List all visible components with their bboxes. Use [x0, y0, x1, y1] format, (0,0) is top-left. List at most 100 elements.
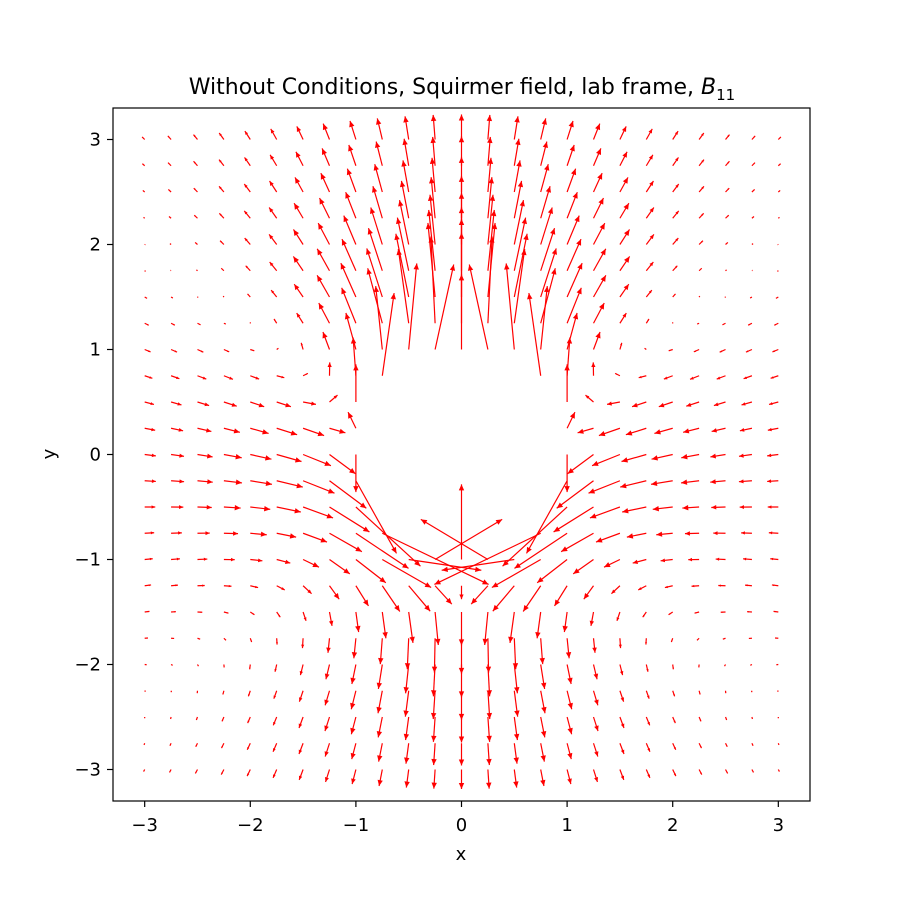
arrow-head: [375, 141, 381, 149]
quiver-arrow: [698, 185, 705, 193]
arrow-head: [541, 118, 547, 125]
quiver-arrow: [403, 716, 410, 741]
quiver-arrow: [167, 189, 172, 193]
arrow-head: [206, 505, 212, 510]
arrow-head: [244, 183, 248, 188]
arrow-head: [431, 666, 438, 673]
arrow-head: [774, 323, 776, 326]
arrow-head: [489, 194, 496, 201]
quiver-arrow: [718, 584, 726, 587]
arrow-head: [346, 168, 352, 176]
arrow-head: [649, 234, 654, 240]
arrow-shaft: [566, 312, 578, 350]
quiver-arrow: [350, 690, 357, 710]
arrow-head: [741, 531, 745, 535]
quiver-arrow: [777, 243, 779, 246]
quiver-arrow: [616, 611, 621, 622]
arrow-head: [598, 431, 606, 437]
arrow-head: [620, 775, 625, 780]
arrow-head: [738, 453, 744, 458]
quiver-arrow: [270, 128, 278, 140]
quiver-arrow: [429, 157, 436, 193]
quiver-arrow: [592, 331, 601, 350]
quiver-arrow: [742, 557, 752, 561]
quiver-arrow: [525, 480, 568, 554]
arrow-head: [398, 200, 404, 207]
arrow-head: [620, 723, 625, 728]
arrow-head: [651, 455, 659, 461]
arrow-head: [324, 776, 329, 782]
arrow-head: [233, 531, 239, 536]
arrow-shaft: [341, 287, 357, 324]
quiver-arrow: [408, 263, 419, 350]
arrow-head: [716, 376, 721, 380]
quiver-arrow: [196, 664, 200, 667]
quiver-arrow: [725, 269, 727, 272]
arrow-head: [632, 559, 639, 564]
y-tick-label: 1: [90, 340, 101, 361]
arrow-head: [577, 428, 584, 434]
arrow-head: [430, 114, 437, 122]
arrow-shaft: [505, 263, 515, 350]
quiver-arrow: [513, 690, 520, 717]
quiver-arrow: [776, 663, 779, 666]
x-axis-label: x: [456, 844, 467, 865]
arrow-head: [278, 614, 281, 618]
arrow-head: [147, 610, 150, 613]
quiver-arrow: [302, 611, 307, 622]
arrow-head: [597, 173, 603, 180]
quiver-arrow: [716, 375, 726, 380]
arrow-head: [488, 177, 494, 184]
quiver-arrow: [194, 769, 199, 774]
arrow-head: [204, 402, 210, 407]
arrow-head: [620, 749, 625, 755]
arrow-head: [149, 557, 153, 561]
quiver-arrow: [564, 454, 570, 493]
arrow-shaft: [340, 262, 357, 298]
quiver-arrow: [619, 256, 631, 272]
arrow-head: [616, 617, 620, 621]
arrow-head: [769, 402, 773, 406]
arrow-head: [207, 479, 213, 485]
quiver-arrow: [638, 375, 647, 379]
arrow-head: [752, 744, 754, 746]
quiver-arrow: [591, 362, 596, 376]
arrow-head: [353, 364, 359, 371]
arrow-head: [673, 694, 675, 697]
arrow-head: [404, 757, 410, 764]
arrow-head: [694, 612, 697, 614]
arrow-head: [632, 402, 638, 408]
arrow-head: [363, 599, 369, 606]
arrow-head: [324, 699, 329, 706]
quiver-arrow: [618, 638, 622, 649]
quiver-arrow: [540, 164, 550, 193]
quiver-arrow: [487, 194, 496, 245]
quiver-arrow: [739, 427, 753, 432]
arrow-head: [622, 151, 628, 158]
arrow-shaft: [553, 506, 594, 533]
arrow-head: [620, 342, 623, 346]
arrow-head: [247, 746, 250, 750]
arrow-head: [553, 526, 561, 532]
quiver-arrow: [403, 664, 410, 694]
quiver-arrow: [751, 769, 755, 773]
quiver-arrow: [672, 265, 678, 272]
arrow-shaft: [540, 227, 556, 271]
quiver-arrow: [381, 292, 396, 376]
arrow-head: [170, 717, 172, 719]
quiver-arrow: [698, 769, 703, 775]
y-tick-label: −1: [74, 550, 101, 571]
arrow-head: [284, 559, 291, 564]
quiver-arrow: [408, 611, 415, 643]
arrow-head: [642, 614, 645, 618]
quiver-arrow: [373, 286, 383, 350]
quiver-arrow: [738, 479, 752, 484]
quiver-arrow: [428, 236, 436, 324]
quiver-arrow: [420, 518, 489, 561]
quiver-arrow: [318, 302, 331, 324]
quiver-arrow: [751, 742, 754, 746]
arrow-head: [696, 639, 699, 641]
chart-title-symbol: B: [701, 75, 716, 100]
arrow-head: [753, 135, 756, 138]
quiver-arrow: [672, 716, 676, 724]
